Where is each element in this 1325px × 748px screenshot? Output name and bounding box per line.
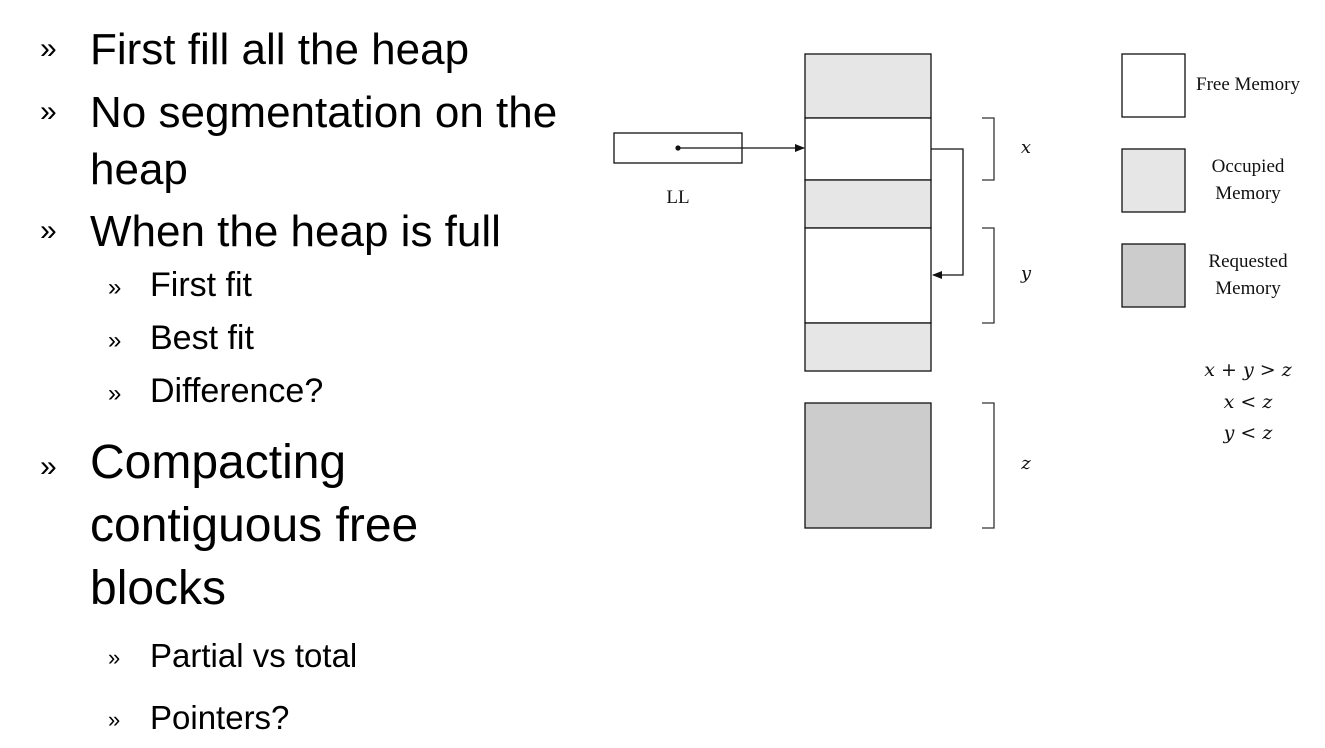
bullet-marker: »: [40, 214, 57, 247]
legend-requested-label: Memory: [1215, 278, 1281, 299]
label-x: x: [1021, 137, 1031, 158]
bullet-list: » First fill all the heap » No segmentat…: [0, 0, 600, 748]
requested-block-z: [804, 402, 932, 529]
free-block-y: [804, 227, 932, 324]
occupied-block: [804, 53, 932, 119]
legend-requested-swatch: [1121, 243, 1186, 308]
bullet-text: First fill all the heap: [90, 25, 470, 74]
bullet-text: Difference?: [150, 372, 324, 410]
legend-free-swatch: [1121, 53, 1186, 118]
bullet-marker: »: [40, 450, 57, 483]
bullet-text: blocks: [90, 562, 227, 615]
bullet-text: heap: [90, 145, 188, 194]
legend-occupied-swatch: [1121, 148, 1186, 213]
label-y: y: [1020, 263, 1032, 284]
bullet-text: When the heap is full: [90, 207, 501, 256]
bullet-marker: »: [108, 327, 122, 354]
bullet-text: Best fit: [150, 319, 254, 357]
bullet-marker: »: [108, 645, 121, 670]
legend-occupied-label: Occupied: [1212, 156, 1285, 177]
bullet-text: No segmentation on the: [90, 88, 558, 137]
bullet-marker: »: [40, 32, 57, 65]
bullet-text: Pointers?: [150, 699, 290, 736]
brace-x: [982, 117, 995, 181]
bullet-text: Partial vs total: [150, 637, 358, 674]
legend-free-label: Free Memory: [1196, 74, 1300, 95]
bullet-text: contiguous free: [90, 499, 419, 552]
bullet-text: First fit: [150, 266, 252, 304]
condition-y: y < z: [1223, 422, 1274, 444]
legend-occupied-label: Memory: [1215, 183, 1281, 204]
occupied-block: [804, 179, 932, 229]
legend-requested-label: Requested: [1208, 251, 1288, 272]
free-list-link-arrow: [931, 148, 964, 279]
bullet-marker: »: [108, 707, 121, 732]
brace-y: [982, 227, 995, 324]
bullet-marker: »: [40, 95, 57, 128]
bullet-marker: »: [108, 380, 122, 407]
brace-z: [982, 402, 995, 529]
pointer-label: LL: [666, 187, 689, 208]
label-z: z: [1020, 453, 1031, 474]
bullet-text: Compacting: [90, 436, 347, 489]
condition-x: x < z: [1224, 391, 1274, 413]
free-block-x: [804, 117, 932, 181]
condition-sum: x + y > z: [1204, 359, 1292, 381]
occupied-block: [804, 322, 932, 372]
bullet-marker: »: [108, 274, 122, 301]
